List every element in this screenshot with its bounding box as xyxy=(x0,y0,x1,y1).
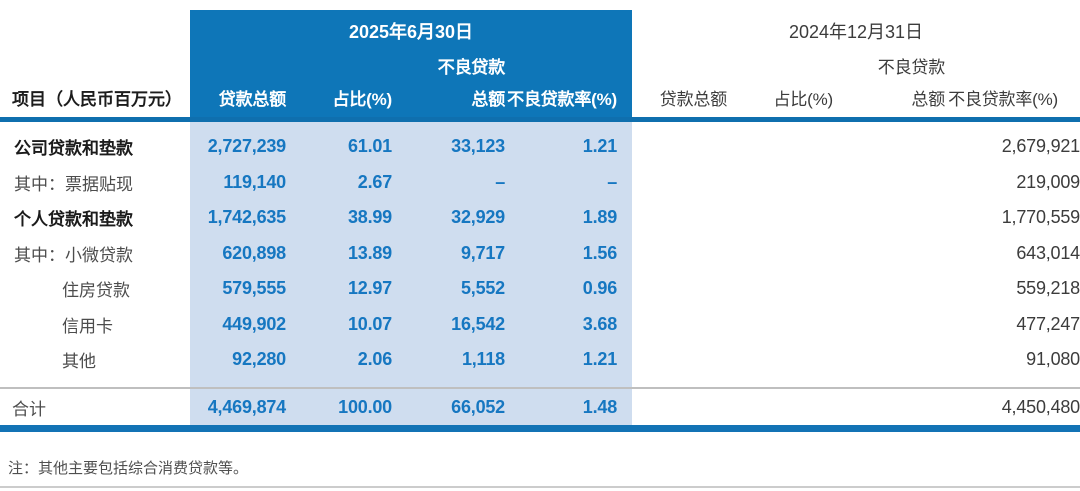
cell-2025-npl-total: 33,123 xyxy=(451,136,505,157)
table-row: 住房贷款 579,555 12.97 5,552 0.96 559,218 12… xyxy=(0,271,1080,307)
header-2024-npl-line2: 总额 xyxy=(911,89,945,109)
total-2025-npl-ratio: 1.48 xyxy=(582,396,617,417)
cell-2025-loan-total: 92,280 xyxy=(232,349,286,370)
table-bottom-rule xyxy=(0,425,1080,432)
cell-2024-loan-total: 1,770,559 xyxy=(1001,207,1080,228)
cell-2025-share: 2.67 xyxy=(357,171,392,192)
cell-2025-npl-total: 1,118 xyxy=(461,349,505,370)
cell-2024-loan-total: 643,014 xyxy=(1016,242,1080,263)
footnote: 注：其他主要包括综合消费贷款等。 xyxy=(8,460,249,477)
header-2025-loan-total: 贷款总额 xyxy=(218,89,286,109)
cell-2025-share: 10.07 xyxy=(347,313,392,334)
date-header-row: 2025年6月30日 2024年12月31日 xyxy=(0,16,1080,48)
total-row-top-rule xyxy=(0,387,1080,389)
cell-2025-npl-ratio: 1.21 xyxy=(582,349,617,370)
cell-2024-loan-total: 559,218 xyxy=(1016,278,1080,299)
header-2024-loan-total: 贷款总额 xyxy=(659,89,727,109)
header-2025-npl-ratio: 不良贷款率(%) xyxy=(507,89,617,109)
cell-2025-npl-total: 9,717 xyxy=(460,242,505,263)
cell-2025-loan-total: 579,555 xyxy=(222,278,286,299)
cell-2025-npl-total: 16,542 xyxy=(451,313,505,334)
cell-2025-share: 2.06 xyxy=(357,349,392,370)
row-label: 信用卡 xyxy=(62,316,113,336)
cell-2025-npl-ratio: – xyxy=(607,171,617,192)
column-group-2024-title: 2024年12月31日 xyxy=(788,22,924,42)
cell-2025-npl-ratio: 1.21 xyxy=(582,136,617,157)
left-header-item-label: 项目（人民币百万元） xyxy=(12,89,182,109)
total-2025-share: 100.00 xyxy=(338,396,392,417)
cell-2025-share: 61.01 xyxy=(347,136,392,157)
row-label: 其中：票据贴现 xyxy=(14,174,133,194)
total-2024-loan-total: 4,450,480 xyxy=(1001,396,1080,417)
header-divider-rule xyxy=(0,117,1080,122)
cell-2025-npl-ratio: 1.89 xyxy=(582,207,617,228)
cell-2025-npl-total: – xyxy=(495,171,505,192)
row-label: 其中：小微贷款 xyxy=(14,245,133,265)
table-row: 公司贷款和垫款 2,727,239 61.01 33,123 1.21 2,67… xyxy=(0,129,1080,165)
row-label: 个人贷款和垫款 xyxy=(14,210,133,230)
cell-2025-share: 38.99 xyxy=(347,207,392,228)
cell-2025-loan-total: 2,727,239 xyxy=(207,136,286,157)
row-label: 公司贷款和垫款 xyxy=(14,139,133,159)
cell-2025-share: 13.89 xyxy=(347,242,392,263)
total-2025-npl-total: 66,052 xyxy=(451,396,505,417)
cell-2024-npl-ratio: – xyxy=(945,172,1080,193)
header-2024-npl-ratio: 不良贷款率(%) xyxy=(948,89,1058,109)
cell-2025-npl-total: 32,929 xyxy=(451,207,505,228)
footer-rule xyxy=(0,486,1080,488)
total-2024-npl-ratio: 1.47 xyxy=(945,397,1080,418)
cell-2024-npl-ratio: 3.28 xyxy=(945,314,1080,335)
cell-2024-npl-ratio: 1.80 xyxy=(945,207,1080,228)
header-2024-share: 占比(%) xyxy=(773,89,834,109)
table-row: 其中：票据贴现 119,140 2.67 – – 219,009 4.92 – … xyxy=(0,165,1080,201)
cell-2024-loan-total: 477,247 xyxy=(1016,313,1080,334)
total-label: 合计 xyxy=(12,399,46,419)
table-row: 其他 92,280 2.06 1,118 1.21 91,080 2.05 86… xyxy=(0,342,1080,378)
row-label: 住房贷款 xyxy=(62,281,130,301)
row-label: 其他 xyxy=(62,352,96,372)
panel-2025-header-background xyxy=(190,10,632,122)
cell-2024-loan-total: 219,009 xyxy=(1016,171,1080,192)
table-body: 公司贷款和垫款 2,727,239 61.01 33,123 1.21 2,67… xyxy=(0,129,1080,378)
cell-2025-loan-total: 620,898 xyxy=(222,242,286,263)
cell-2025-loan-total: 1,742,635 xyxy=(207,207,286,228)
cell-2024-loan-total: 2,679,921 xyxy=(1001,136,1080,157)
header-2024-npl-line1: 不良贷款 xyxy=(877,57,945,77)
cell-2025-loan-total: 119,140 xyxy=(223,171,286,192)
cell-2024-npl-ratio: 1.54 xyxy=(945,243,1080,264)
cell-2025-npl-ratio: 1.56 xyxy=(582,242,617,263)
header-2025-npl-line1: 不良贷款 xyxy=(437,57,505,77)
cell-2024-npl-ratio: 0.96 xyxy=(945,278,1080,299)
header-2025-share: 占比(%) xyxy=(332,89,393,109)
cell-2025-share: 12.97 xyxy=(347,278,392,299)
panel-2025-body-background xyxy=(190,122,632,425)
subheader-row-2: 项目（人民币百万元） 贷款总额 占比(%) 总额 不良贷款率(%) 贷款总额 占… xyxy=(0,80,1080,114)
cell-2025-npl-total: 5,552 xyxy=(460,278,505,299)
table-row: 其中：小微贷款 620,898 13.89 9,717 1.56 643,014… xyxy=(0,236,1080,272)
table-row: 个人贷款和垫款 1,742,635 38.99 32,929 1.89 1,77… xyxy=(0,200,1080,236)
cell-2025-loan-total: 449,902 xyxy=(222,313,286,334)
table-row: 信用卡 449,902 10.07 16,542 3.68 477,247 10… xyxy=(0,307,1080,343)
cell-2024-npl-ratio: 0.95 xyxy=(945,349,1080,370)
subheader-row-1: 不良贷款 不良贷款 xyxy=(0,52,1080,78)
cell-2025-npl-ratio: 3.68 xyxy=(582,313,617,334)
total-2025-loan-total: 4,469,874 xyxy=(207,396,286,417)
cell-2024-npl-ratio: 1.26 xyxy=(945,136,1080,157)
cell-2024-loan-total: 91,080 xyxy=(1026,349,1080,370)
cell-2025-npl-ratio: 0.96 xyxy=(582,278,617,299)
header-2025-npl-line2: 总额 xyxy=(471,89,505,109)
column-group-2025-title: 2025年6月30日 xyxy=(348,22,474,42)
total-row: 合计 4,469,874 100.00 66,052 1.48 4,450,48… xyxy=(0,389,1080,425)
